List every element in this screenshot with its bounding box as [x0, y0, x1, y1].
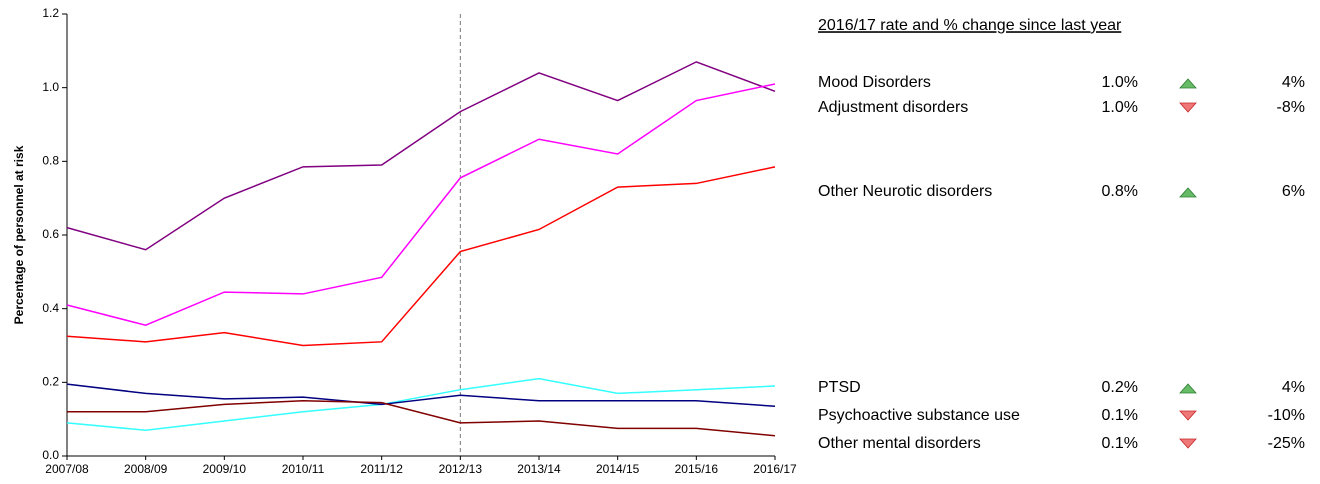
- trend-down: [1179, 438, 1197, 449]
- trend-up: [1179, 78, 1197, 89]
- x-tick-label: 2015/16: [675, 462, 719, 476]
- row-rate: 0.2%: [1102, 379, 1138, 396]
- row-change: -10%: [1268, 407, 1305, 424]
- x-tick-label: 2014/15: [596, 462, 640, 476]
- row-change: -8%: [1277, 99, 1305, 116]
- x-tick-label: 2011/12: [360, 462, 403, 476]
- trend-down: [1179, 102, 1197, 113]
- series-line: [66, 377, 776, 431]
- row-change: -25%: [1268, 435, 1305, 452]
- series-line: [66, 166, 776, 347]
- trend-up: [1179, 187, 1197, 198]
- y-tick-label: 1.0: [42, 80, 59, 94]
- x-tick-label: 2016/17: [753, 462, 797, 476]
- row-name: Psychoactive substance use: [818, 407, 1020, 424]
- x-tick-label: 2009/10: [203, 462, 247, 476]
- y-tick-label: 0.2: [42, 375, 59, 389]
- trend-down: [1179, 410, 1197, 421]
- row-change: 4%: [1282, 379, 1305, 396]
- row-rate: 1.0%: [1102, 99, 1138, 116]
- row-name: Other Neurotic disorders: [818, 183, 992, 200]
- row-rate: 1.0%: [1102, 74, 1138, 91]
- y-tick-label: 1.2: [42, 6, 59, 20]
- y-tick-label: 0.8: [42, 154, 59, 168]
- row-rate: 0.1%: [1102, 435, 1138, 452]
- x-tick-label: 2007/08: [45, 462, 89, 476]
- row-rate: 0.1%: [1102, 407, 1138, 424]
- y-axis-label: Percentage of personnel at risk: [12, 145, 26, 324]
- y-tick-label: 0.0: [42, 448, 59, 462]
- series-line: [66, 83, 776, 327]
- row-change: 6%: [1282, 183, 1305, 200]
- row-change: 4%: [1282, 74, 1305, 91]
- x-tick-label: 2010/11: [282, 462, 325, 476]
- y-tick-label: 0.4: [42, 301, 59, 315]
- row-name: PTSD: [818, 379, 861, 396]
- x-tick-label: 2008/09: [124, 462, 168, 476]
- row-rate: 0.8%: [1102, 183, 1138, 200]
- row-name: Mood Disorders: [818, 74, 931, 91]
- x-tick-label: 2012/13: [439, 462, 483, 476]
- series-line: [66, 383, 776, 408]
- series-line: [66, 61, 776, 251]
- series-line: [67, 399, 776, 437]
- trend-up: [1179, 383, 1197, 394]
- row-name: Other mental disorders: [818, 435, 981, 452]
- y-tick-label: 0.6: [42, 227, 59, 241]
- summary-title: 2016/17 rate and % change since last yea…: [818, 17, 1122, 34]
- row-name: Adjustment disorders: [818, 99, 968, 116]
- x-tick-label: 2013/14: [517, 462, 561, 476]
